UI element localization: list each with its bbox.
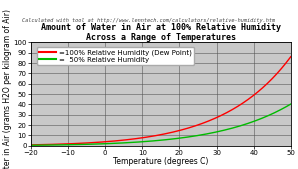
=100% Relative Humidity (Dew Point)	[153, 135, 156, 137]
=  50% Relative Humidity	[289, 103, 293, 105]
=  50% Relative Humidity	[283, 107, 286, 109]
=  50% Relative Humidity	[242, 124, 246, 126]
=100% Relative Humidity (Dew Point)	[29, 144, 32, 146]
Text: Calculated with tool at http://www.lenntech.com/calculators/relative-humidity.ht: Calculated with tool at http://www.lennt…	[22, 18, 276, 23]
=100% Relative Humidity (Dew Point)	[170, 131, 173, 134]
=100% Relative Humidity (Dew Point)	[184, 128, 187, 130]
Line: =  50% Relative Humidity: = 50% Relative Humidity	[31, 104, 291, 145]
Y-axis label: Water in Air (grams H2O per kilogram of Air): Water in Air (grams H2O per kilogram of …	[3, 9, 12, 169]
=100% Relative Humidity (Dew Point)	[242, 101, 246, 103]
=  50% Relative Humidity	[29, 144, 32, 146]
=  50% Relative Humidity	[184, 136, 187, 138]
=  50% Relative Humidity	[153, 140, 156, 142]
Title: Amount of Water in Air at 100% Relative Humidity
Across a Range of Temperatures: Amount of Water in Air at 100% Relative …	[41, 23, 281, 42]
=  50% Relative Humidity	[170, 138, 173, 140]
=100% Relative Humidity (Dew Point)	[154, 135, 158, 137]
=100% Relative Humidity (Dew Point)	[283, 64, 286, 66]
Legend: =100% Relative Humidity (Dew Point), =  50% Relative Humidity: =100% Relative Humidity (Dew Point), = 5…	[37, 47, 194, 65]
Line: =100% Relative Humidity (Dew Point): =100% Relative Humidity (Dew Point)	[31, 57, 291, 145]
X-axis label: Temperature (degrees C): Temperature (degrees C)	[113, 157, 209, 166]
=  50% Relative Humidity	[154, 140, 158, 142]
=100% Relative Humidity (Dew Point)	[289, 56, 293, 58]
